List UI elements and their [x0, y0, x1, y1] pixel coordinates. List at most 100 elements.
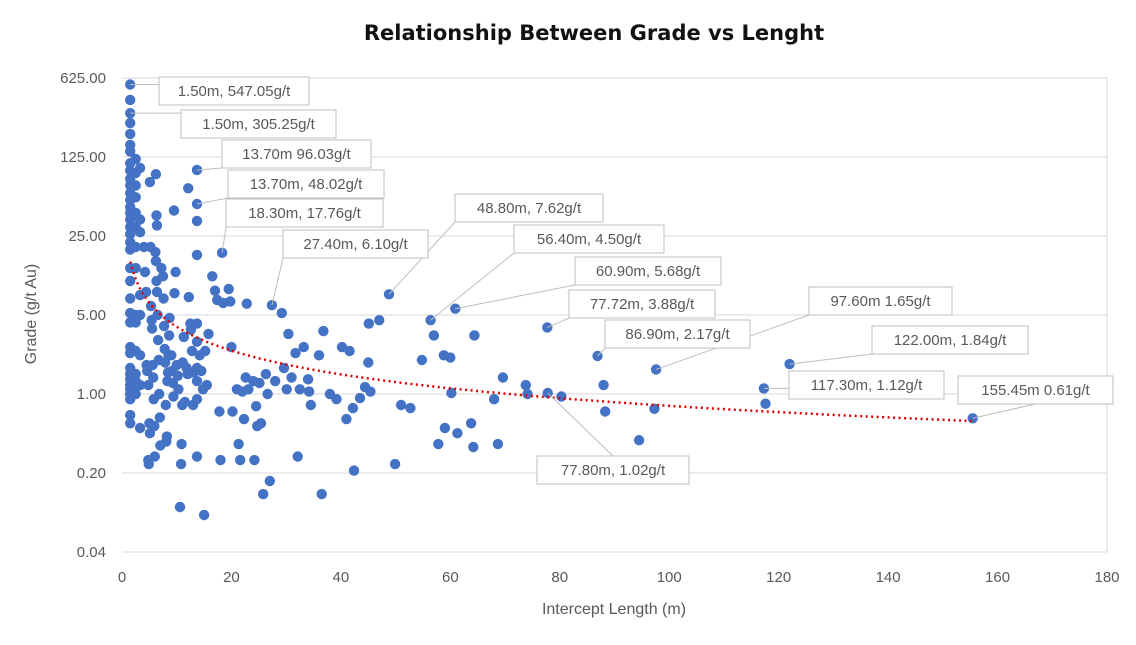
- data-point: [198, 509, 210, 521]
- callout-leader: [547, 317, 570, 328]
- data-point: [223, 283, 234, 295]
- data-point: [170, 266, 181, 278]
- data-point: [150, 255, 162, 267]
- data-point: [191, 318, 203, 329]
- data-point: [207, 271, 218, 282]
- data-label-box: [536, 455, 690, 485]
- data-point: [169, 288, 180, 299]
- data-point: [276, 307, 287, 319]
- data-label: 13.70m, 48.02g/t: [250, 176, 363, 193]
- data-point: [140, 286, 152, 298]
- data-point: [164, 312, 175, 324]
- data-label: 13.70m 96.03g/t: [242, 146, 351, 163]
- data-point: [270, 375, 281, 387]
- data-label-box: [180, 109, 337, 139]
- data-label-box: [604, 319, 751, 349]
- data-point: [395, 399, 407, 411]
- data-label: 77.72m, 3.88g/t: [590, 296, 695, 313]
- data-point: [452, 428, 463, 439]
- data-point: [303, 386, 315, 397]
- data-point: [130, 388, 141, 400]
- data-point: [149, 420, 160, 432]
- data-point: [151, 220, 163, 231]
- data-point: [468, 441, 479, 453]
- data-label: 86.90m, 2.17g/t: [625, 326, 730, 343]
- trendline: [129, 261, 973, 423]
- callout-leader: [430, 252, 515, 321]
- data-point: [305, 399, 316, 411]
- data-label-box: [574, 256, 722, 286]
- data-point: [465, 418, 477, 429]
- data-point: [134, 309, 146, 321]
- data-point: [348, 465, 360, 476]
- data-point: [161, 431, 173, 442]
- data-point: [556, 391, 567, 402]
- callout-leader: [196, 197, 229, 205]
- data-point: [125, 228, 136, 240]
- data-point: [150, 169, 162, 180]
- data-point: [225, 296, 236, 307]
- data-point: [154, 412, 165, 423]
- data-point: [144, 176, 156, 188]
- data-point: [522, 388, 533, 400]
- data-point: [191, 249, 203, 261]
- data-point: [160, 399, 171, 411]
- data-point: [134, 422, 146, 434]
- data-point: [151, 286, 163, 298]
- data-label: 27.40m, 6.10g/t: [303, 236, 408, 253]
- data-point: [488, 394, 500, 405]
- data-label: 77.80m, 1.02g/t: [561, 462, 666, 479]
- data-point: [125, 409, 136, 421]
- data-point: [469, 330, 480, 341]
- data-point: [154, 388, 165, 400]
- x-tick-label: 40: [333, 569, 350, 586]
- data-point: [292, 451, 303, 462]
- data-point: [191, 375, 203, 387]
- data-label: 117.30m, 1.12g/t: [811, 377, 923, 394]
- x-tick-label: 20: [223, 569, 240, 586]
- data-point: [254, 377, 265, 389]
- data-point: [262, 388, 273, 400]
- data-point: [130, 241, 141, 253]
- data-point: [255, 418, 267, 429]
- data-point: [191, 215, 203, 227]
- y-tick-label: 25.00: [68, 228, 106, 245]
- data-point: [446, 387, 457, 399]
- data-point: [492, 438, 504, 450]
- data-point: [134, 350, 146, 361]
- data-point: [363, 357, 374, 368]
- data-point: [158, 320, 170, 332]
- data-point: [344, 345, 355, 357]
- data-point: [294, 384, 305, 395]
- data-point: [389, 458, 401, 470]
- data-point: [130, 262, 141, 274]
- callout-leader: [972, 403, 1036, 419]
- data-point: [313, 350, 325, 361]
- data-point: [281, 384, 292, 395]
- data-point: [125, 79, 136, 90]
- data-point: [156, 262, 167, 274]
- data-points: [125, 79, 978, 521]
- data-point: [149, 451, 160, 462]
- data-label: 1.50m, 305.25g/t: [202, 116, 315, 133]
- data-point: [405, 402, 416, 414]
- data-point: [243, 384, 254, 395]
- y-tick-label: 0.20: [77, 465, 106, 482]
- data-point: [235, 454, 246, 466]
- data-point: [183, 183, 194, 194]
- data-point: [125, 128, 136, 140]
- x-tick-label: 120: [766, 569, 791, 586]
- data-point: [134, 227, 146, 238]
- data-label: 1.50m, 547.05g/t: [178, 83, 291, 100]
- data-point: [134, 214, 146, 225]
- trendline-layer: [129, 261, 973, 423]
- x-tick-label: 80: [551, 569, 568, 586]
- data-point: [163, 330, 175, 341]
- data-point: [600, 406, 611, 417]
- data-label-box: [957, 375, 1114, 405]
- data-label: 60.90m, 5.68g/t: [596, 263, 701, 280]
- data-label: 155.45m 0.61g/t: [981, 382, 1090, 399]
- data-point: [784, 358, 795, 370]
- data-point: [143, 458, 154, 470]
